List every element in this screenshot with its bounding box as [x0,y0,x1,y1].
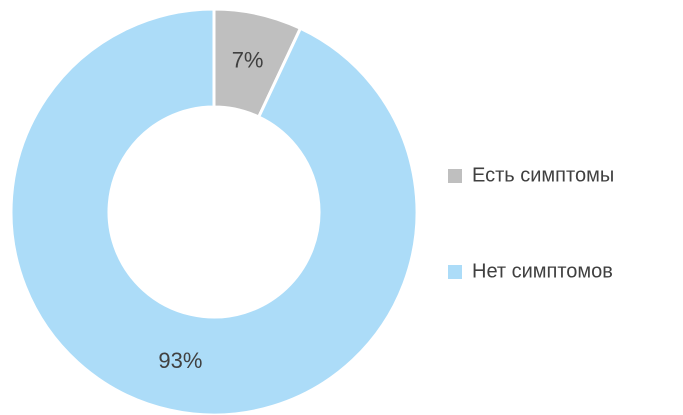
data-label: 93% [158,348,202,373]
donut-slice [9,7,419,415]
legend-label: Есть симптомы [472,164,614,186]
legend-swatch [448,169,462,183]
legend-swatch [448,265,462,279]
legend-label: Нет симптомов [472,260,613,282]
data-label: 7% [232,48,264,73]
